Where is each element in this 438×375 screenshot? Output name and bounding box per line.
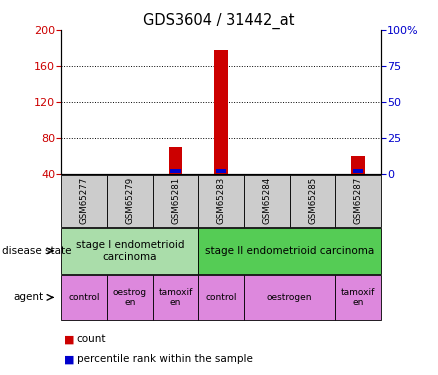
Text: disease state: disease state: [2, 246, 72, 256]
Bar: [169, 147, 182, 174]
Text: GSM65281: GSM65281: [171, 177, 180, 224]
Text: stage I endometrioid
carcinoma: stage I endometrioid carcinoma: [76, 240, 184, 262]
Text: ■: ■: [64, 354, 74, 364]
Text: count: count: [77, 334, 106, 344]
Text: agent: agent: [13, 292, 43, 302]
Bar: [214, 50, 228, 174]
Text: percentile rank within the sample: percentile rank within the sample: [77, 354, 253, 364]
Text: stage II endometrioid carcinoma: stage II endometrioid carcinoma: [205, 246, 374, 256]
Bar: [351, 156, 365, 174]
Text: GSM65279: GSM65279: [125, 177, 134, 224]
Text: oestrog
en: oestrog en: [113, 288, 147, 307]
Bar: [216, 169, 226, 172]
Bar: [170, 169, 180, 172]
Text: control: control: [205, 293, 237, 302]
Text: GSM65284: GSM65284: [262, 177, 272, 224]
Text: GSM65287: GSM65287: [354, 177, 363, 224]
Text: ■: ■: [64, 334, 74, 344]
Text: GSM65285: GSM65285: [308, 177, 317, 224]
Text: oestrogen: oestrogen: [267, 293, 312, 302]
Text: GSM65277: GSM65277: [80, 177, 88, 224]
Text: GSM65283: GSM65283: [217, 177, 226, 224]
Text: tamoxif
en: tamoxif en: [158, 288, 193, 307]
Text: GDS3604 / 31442_at: GDS3604 / 31442_at: [143, 13, 295, 29]
Bar: [353, 169, 363, 172]
Text: tamoxif
en: tamoxif en: [341, 288, 375, 307]
Text: control: control: [68, 293, 100, 302]
